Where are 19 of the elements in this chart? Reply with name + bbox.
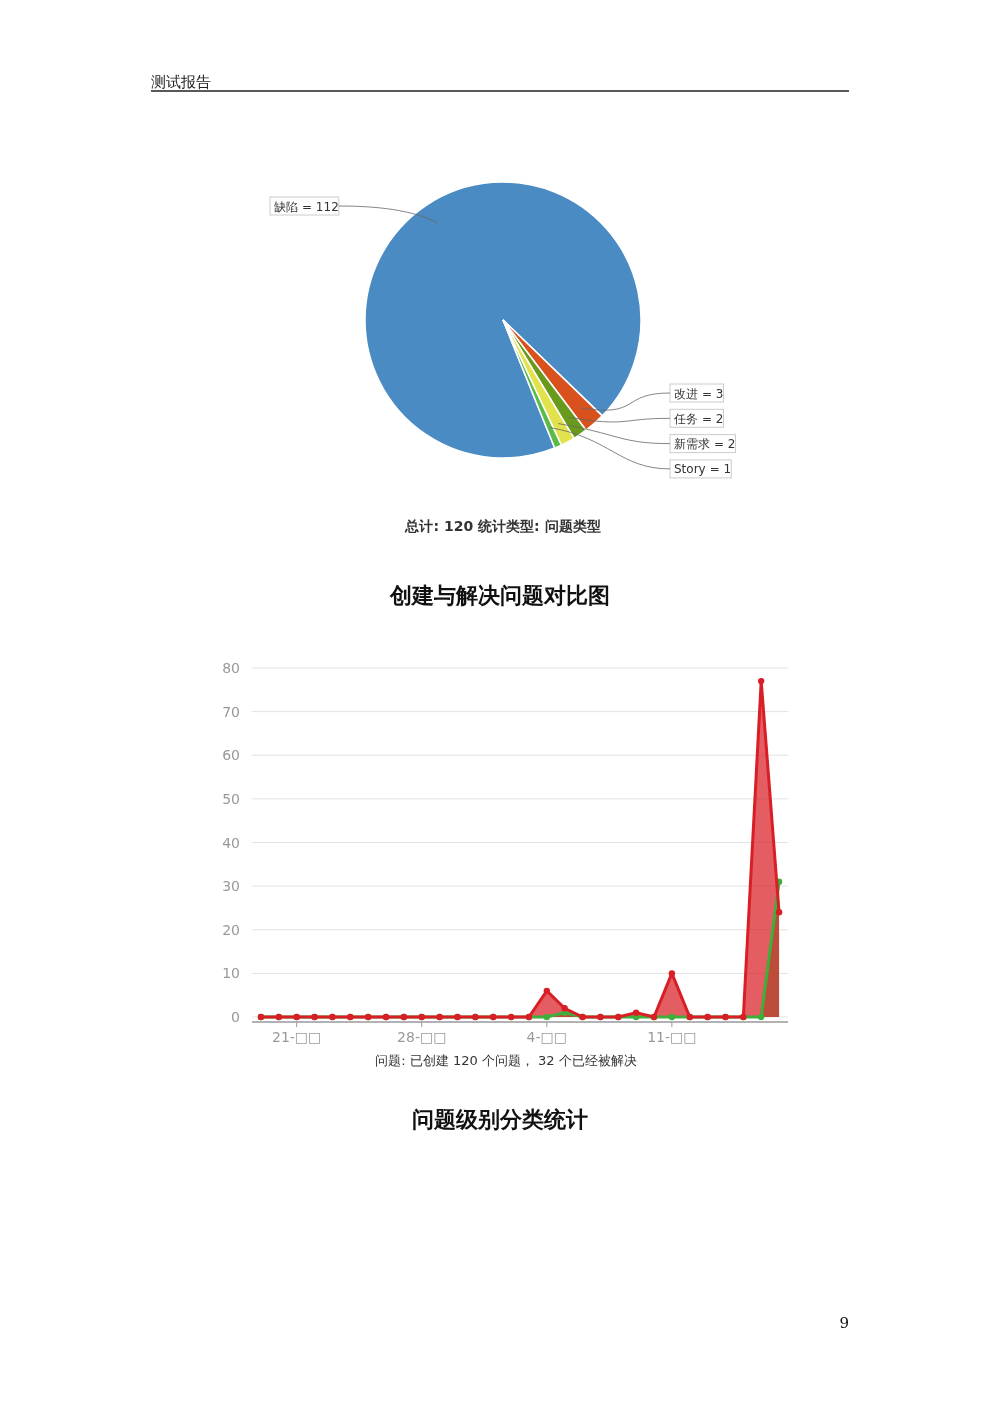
- x-tick-label: 4-□□: [526, 1029, 568, 1045]
- x-tick-label: 11-□□: [647, 1029, 697, 1045]
- y-tick-label: 0: [231, 1009, 240, 1025]
- y-tick-label: 50: [222, 790, 240, 807]
- y-tick-label: 30: [222, 878, 240, 895]
- y-tick-label: 80: [222, 660, 240, 676]
- y-tick-label: 40: [222, 834, 240, 851]
- y-tick-label: 70: [222, 703, 240, 720]
- text: 9: [839, 1314, 849, 1332]
- text: 测试报告: [151, 73, 211, 91]
- text: 问题: 已创建 120 个问题， 32 个已经被解决: [375, 1053, 637, 1068]
- text: 总计: 120 统计类型: 问题类型: [404, 518, 601, 534]
- y-tick-label: 60: [222, 747, 240, 764]
- y-tick-label: 10: [222, 965, 240, 982]
- x-tick-label: 28-□□: [397, 1029, 447, 1045]
- y-tick-label: 20: [222, 921, 240, 938]
- text: 问题级别分类统计: [412, 1106, 588, 1132]
- chart-title: 创建与解决问题对比图: [389, 582, 610, 608]
- x-tick-label: 21-□□: [272, 1029, 322, 1045]
